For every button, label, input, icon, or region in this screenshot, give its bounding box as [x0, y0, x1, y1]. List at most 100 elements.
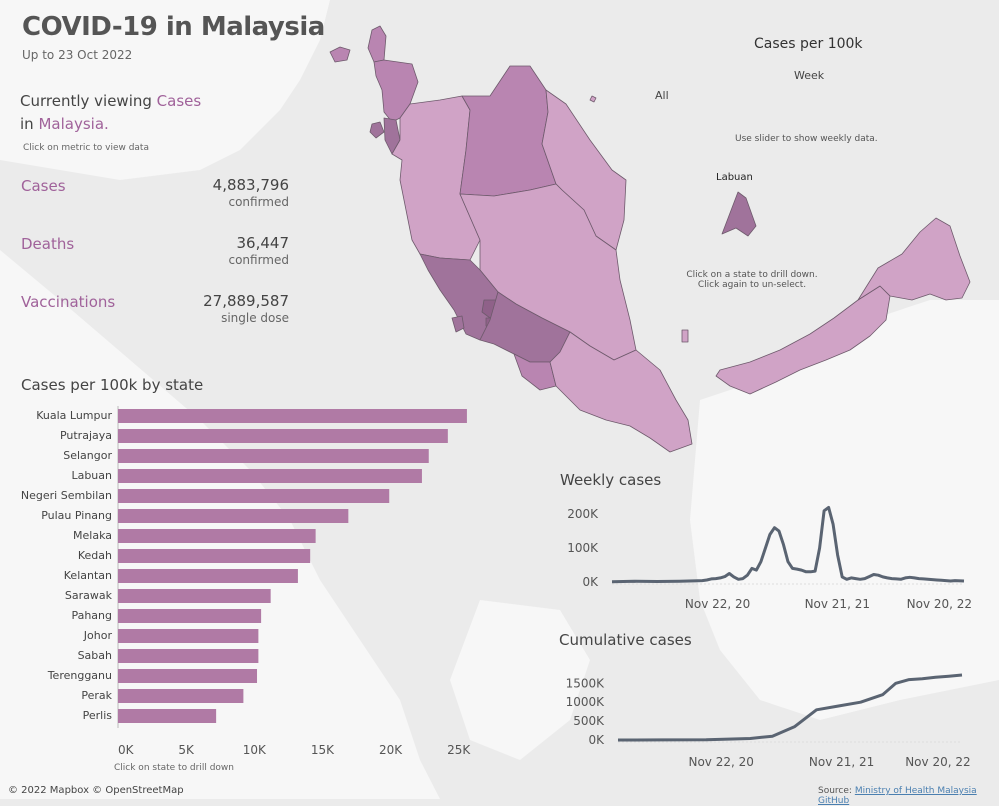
bar-category-label: Negeri Sembilan — [21, 489, 112, 502]
state-sarawak[interactable] — [715, 285, 891, 395]
bar-perak[interactable] — [118, 689, 244, 703]
bar-johor[interactable] — [118, 629, 259, 643]
bar-labuan[interactable] — [118, 469, 422, 483]
x-tick-label: Nov 22, 20 — [688, 755, 753, 769]
y-tick-label: 200K — [567, 507, 599, 521]
bar-category-label: Labuan — [71, 469, 112, 482]
x-tick-label: Nov 20, 22 — [907, 597, 972, 611]
metric-vaccinations-value: 27,889,587 — [203, 292, 289, 310]
bar-kuala-lumpur[interactable] — [118, 409, 467, 423]
viewing-statement: Currently viewing Cases in Malaysia. — [20, 90, 201, 136]
state-selangor-coast[interactable] — [451, 315, 465, 333]
bar-category-label: Pahang — [71, 609, 112, 622]
viewing-in: in — [20, 115, 34, 133]
cumulative-chart-title: Cumulative cases — [559, 631, 692, 649]
bar-negeri-sembilan[interactable] — [118, 489, 390, 503]
state-perlis[interactable] — [367, 25, 387, 63]
metric-deaths-button[interactable]: Deaths — [21, 235, 75, 253]
bar-x-tick: 0K — [118, 743, 135, 757]
bar-kelantan[interactable] — [118, 569, 298, 583]
x-tick-label: Nov 21, 21 — [805, 597, 870, 611]
metric-vaccinations-button[interactable]: Vaccinations — [21, 293, 116, 311]
y-tick-label: 0K — [588, 733, 605, 747]
bar-category-label: Sabah — [78, 649, 112, 662]
metric-vaccinations-sub: single dose — [221, 311, 289, 325]
bar-pahang[interactable] — [118, 609, 262, 623]
malaysia-choropleth-map — [329, 25, 971, 453]
island-small-2 — [589, 95, 597, 103]
week-slider-label[interactable]: Week — [794, 69, 825, 82]
bar-category-label: Sarawak — [65, 589, 113, 602]
state-johor[interactable] — [549, 331, 693, 453]
bar-category-label: Perak — [81, 689, 112, 702]
bar-pulau-pinang[interactable] — [118, 509, 349, 523]
bar-x-tick: 20K — [379, 743, 403, 757]
y-tick-label: 100K — [567, 541, 599, 555]
bar-sarawak[interactable] — [118, 589, 271, 603]
series-line — [617, 673, 963, 742]
sumatra-north — [0, 0, 330, 180]
viewing-place: Malaysia. — [38, 115, 109, 133]
metric-deaths-sub: confirmed — [228, 253, 289, 267]
bar-category-label: Terengganu — [47, 669, 112, 682]
state-sabah[interactable] — [857, 217, 971, 301]
source-note: Source: Ministry of Health Malaysia GitH… — [818, 786, 999, 806]
south-sea-islands — [450, 600, 590, 760]
y-tick-label: 1500K — [566, 676, 606, 690]
slider-hint: Use slider to show weekly data. — [735, 134, 878, 144]
bar-sabah[interactable] — [118, 649, 259, 663]
bar-terengganu[interactable] — [118, 669, 258, 683]
bar-category-label: Perlis — [83, 709, 113, 722]
state-bar-chart: Kuala Lumpur Putrajaya Selangor Labuan Neger… — [21, 406, 471, 757]
x-tick-label: Nov 21, 21 — [809, 755, 874, 769]
map-title: Cases per 100k — [754, 36, 863, 52]
metric-cases-value: 4,883,796 — [212, 176, 289, 194]
metric-cases-button[interactable]: Cases — [21, 177, 66, 195]
bar-kedah[interactable] — [118, 549, 311, 563]
bar-x-tick: 25K — [447, 743, 471, 757]
state-pulau-pinang-island[interactable] — [369, 121, 385, 139]
bar-x-tick: 10K — [243, 743, 267, 757]
cumulative-cases-chart: 0K 500K 1000K 1500K Nov 22, 20 Nov 21, 21 Nov … — [566, 673, 971, 769]
bar-putrajaya[interactable] — [118, 429, 448, 443]
bar-category-label: Johor — [83, 629, 113, 642]
weekly-chart-title: Weekly cases — [560, 471, 662, 489]
bar-category-label: Putrajaya — [60, 429, 112, 442]
state-langkawi-island[interactable] — [329, 46, 351, 63]
drill-hint-line-2: Click again to un-select. — [697, 280, 807, 290]
bar-category-label: Kedah — [78, 549, 112, 562]
bar-category-label: Kuala Lumpur — [36, 409, 112, 422]
bar-perlis[interactable] — [118, 709, 217, 723]
bar-chart-hint: Click on state to drill down — [114, 763, 234, 773]
metric-cases-sub: confirmed — [228, 195, 289, 209]
map-attribution: © 2022 Mapbox © OpenStreetMap — [8, 785, 184, 796]
bar-category-label: Kelantan — [64, 569, 112, 582]
state-labuan[interactable] — [721, 191, 757, 237]
bar-category-label: Selangor — [63, 449, 112, 462]
x-tick-label: Nov 20, 22 — [905, 755, 970, 769]
all-weeks-option[interactable]: All — [655, 89, 669, 102]
viewing-prefix: Currently viewing — [20, 92, 152, 110]
y-tick-label: 0K — [582, 575, 599, 589]
metric-hint: Click on metric to view data — [23, 143, 149, 153]
bar-x-tick: 15K — [311, 743, 335, 757]
bar-melaka[interactable] — [118, 529, 316, 543]
bar-category-label: Pulau Pinang — [41, 509, 112, 522]
drill-hint-line-1: Click on a state to drill down. — [686, 270, 818, 280]
bar-chart-title: Cases per 100k by state — [21, 376, 204, 394]
drill-down-hint: Click on a state to drill down. Click ag… — [672, 270, 832, 290]
series-line — [611, 505, 965, 584]
bar-selangor[interactable] — [118, 449, 429, 463]
page-title: COVID-19 in Malaysia — [22, 12, 325, 42]
island-small-1 — [681, 329, 689, 343]
date-subtitle: Up to 23 Oct 2022 — [22, 48, 133, 62]
bar-category-label: Melaka — [73, 529, 112, 542]
y-tick-label: 1000K — [566, 695, 606, 709]
viewing-metric: Cases — [156, 92, 202, 110]
metric-deaths-value: 36,447 — [236, 234, 290, 252]
y-tick-label: 500K — [573, 714, 605, 728]
x-tick-label: Nov 22, 20 — [685, 597, 750, 611]
bar-x-tick: 5K — [178, 743, 195, 757]
state-kelantan[interactable] — [459, 65, 557, 197]
